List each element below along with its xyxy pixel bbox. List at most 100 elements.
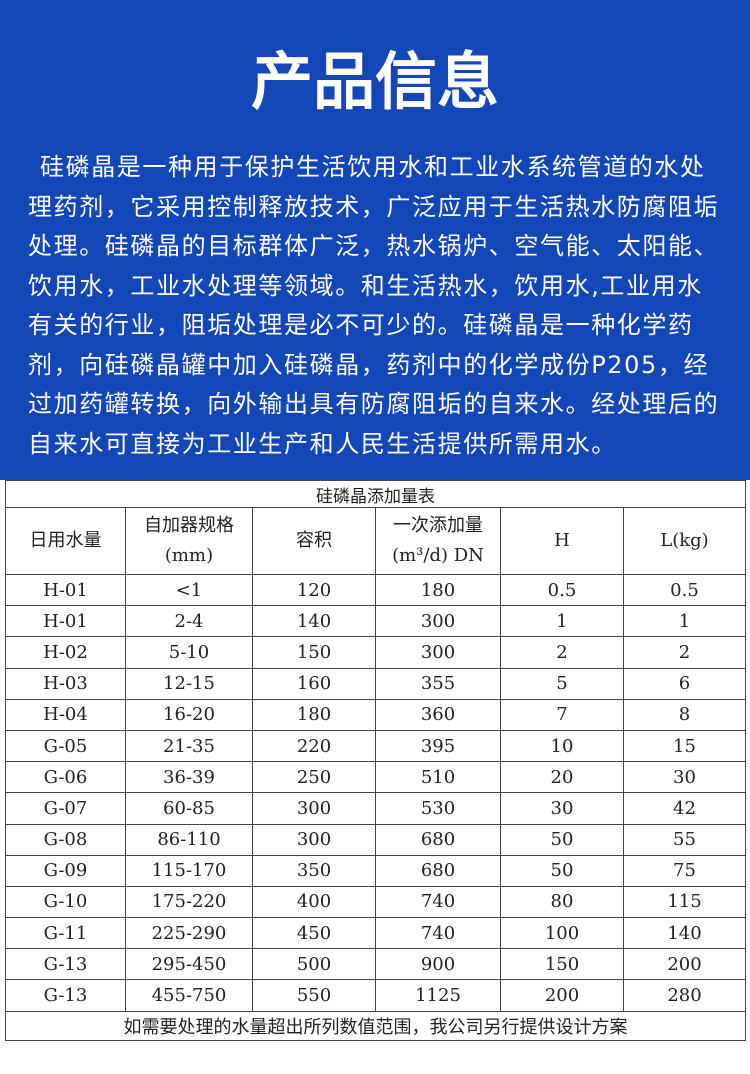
cell: 900 [375,948,501,981]
header-line: H [554,530,570,551]
data-row: G-10 175-220 400 740 80 115 [5,885,746,919]
header-line: 一次添加量 [393,515,483,536]
header-cell: 容积 [252,507,376,575]
cell: 2 [623,636,746,669]
cell: H-02 [5,636,126,669]
header-line: 日用水量 [29,530,102,551]
cell: 120 [252,573,376,607]
header-cell: L(kg) [623,507,746,575]
cell: 280 [623,979,746,1012]
cell: G-10 [5,885,126,919]
cell: 30 [500,792,624,825]
cell: 140 [623,917,746,950]
cell: 300 [375,605,501,638]
cell: 150 [500,948,624,981]
cell: 740 [375,917,501,950]
cell: 150 [252,636,376,669]
cell: 12-15 [125,667,253,700]
cell: 350 [252,854,376,887]
cell: 225-290 [125,917,253,950]
cell: 450 [252,917,376,950]
cell: 86-110 [125,823,253,856]
cell: H-04 [5,698,126,731]
cell: 500 [252,948,376,981]
cell: 180 [375,573,501,607]
data-row: H-04 16-20 180 360 7 8 [5,698,746,731]
cell: 55 [623,823,746,856]
cell: 80 [500,885,624,919]
cell: 295-450 [125,948,253,981]
cell: 455-750 [125,979,253,1012]
cell: 8 [623,698,746,731]
data-row: G-09 115-170 350 680 50 75 [5,854,746,887]
cell: 1 [500,605,624,638]
cell: 10 [500,729,624,763]
cell: 5-10 [125,636,253,669]
cell: 7 [500,698,624,731]
header-line: 自加器规格 [144,515,234,536]
cell: 680 [375,823,501,856]
cell: 680 [375,854,501,887]
cell: 115 [623,885,746,919]
cell: 220 [252,729,376,763]
header-line: (mm) [164,545,214,566]
cell: G-09 [5,854,126,887]
cell: 2-4 [125,605,253,638]
cell: 75 [623,854,746,887]
cell: G-06 [5,761,126,794]
cell: 1 [623,605,746,638]
data-row: G-13 295-450 500 900 150 200 [5,948,746,981]
cell: 550 [252,979,376,1012]
data-row: H-02 5-10 150 300 2 2 [5,636,746,669]
note-row: 如需要处理的水量超出所列数值范围，我公司另行提供设计方案 [5,1010,746,1041]
cell: 300 [375,636,501,669]
cell: 20 [500,761,624,794]
cell: 50 [500,854,624,887]
cell: 50 [500,823,624,856]
cell: H-03 [5,667,126,700]
data-row: G-06 36-39 250 510 20 30 [5,761,746,794]
cell: 42 [623,792,746,825]
cell: 60-85 [125,792,253,825]
cell: 36-39 [125,761,253,794]
header-line: 容积 [296,530,332,551]
cell: 180 [252,698,376,731]
cell: 2 [500,636,624,669]
cell: 115-170 [125,854,253,887]
cell: G-07 [5,792,126,825]
cell: 16-20 [125,698,253,731]
cell: <1 [125,573,253,607]
cell: 300 [252,823,376,856]
cell: 160 [252,667,376,700]
title-row: 硅磷晶添加量表 [5,480,746,508]
description: 硅磷晶是一种用于保护生活饮用水和工业水系统管道的水处理药剂，它采用控制释放技术，… [28,153,720,458]
table-body: 硅磷晶添加量表日用水量 自加器规格 (mm) 容积 一次添加量 (m³/d) DN H L(k… [5,480,746,1041]
header-line: (m³/d) DN [392,545,484,566]
cell: 360 [375,698,501,731]
cell: 300 [252,792,376,825]
cell: 15 [623,729,746,763]
cell: 30 [623,761,746,794]
cell: H-01 [5,605,126,638]
data-row: G-07 60-85 300 530 30 42 [5,792,746,825]
cell: 200 [623,948,746,981]
header-cell: 一次添加量 (m³/d) DN [375,507,501,575]
cell: 100 [500,917,624,950]
cell: G-08 [5,823,126,856]
cell: 5 [500,667,624,700]
data-row: H-01 <1 120 180 0.5 0.5 [5,573,746,607]
cell: G-13 [5,948,126,981]
data-row: H-03 12-15 160 355 5 6 [5,667,746,700]
cell: 510 [375,761,501,794]
cell: G-11 [5,917,126,950]
cell: 395 [375,729,501,763]
cell: 355 [375,667,501,700]
cell: 740 [375,885,501,919]
table-note: 如需要处理的水量超出所列数值范围，我公司另行提供设计方案 [5,1010,746,1041]
header-row: 日用水量 自加器规格 (mm) 容积 一次添加量 (m³/d) DN H L(kg) [5,507,746,575]
data-row: G-05 21-35 220 395 10 15 [5,729,746,763]
header-cell: 自加器规格 (mm) [125,507,253,575]
cell: 0.5 [500,573,624,607]
cell: 175-220 [125,885,253,919]
